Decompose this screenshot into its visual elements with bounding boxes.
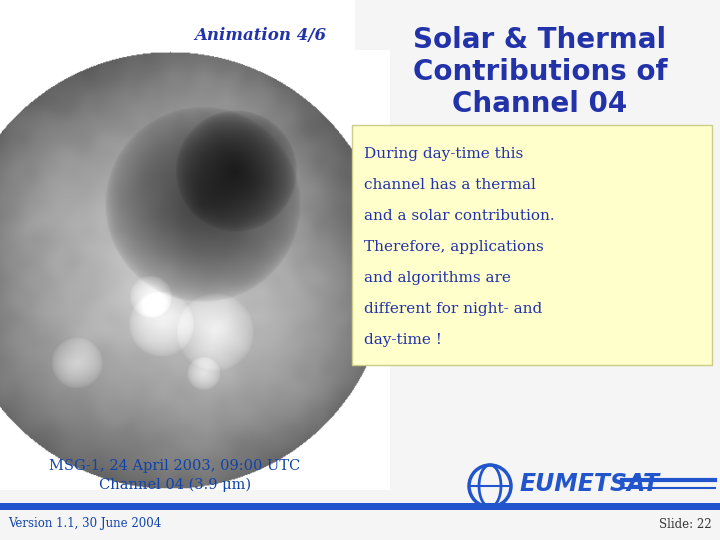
Text: channel has a thermal: channel has a thermal	[364, 178, 536, 192]
Bar	[0, 503, 720, 510]
Text: Version 1.1, 30 June 2004: Version 1.1, 30 June 2004	[8, 517, 161, 530]
Text: Solar & Thermal: Solar & Thermal	[413, 26, 667, 54]
Text: Slide: 22: Slide: 22	[660, 517, 712, 530]
Text: and algorithms are: and algorithms are	[364, 271, 511, 285]
Text: day-time !: day-time !	[364, 333, 442, 347]
Text: MSG-1, 24 April 2003, 09:00 UTC: MSG-1, 24 April 2003, 09:00 UTC	[50, 459, 301, 473]
Text: Therefore, applications: Therefore, applications	[364, 240, 544, 254]
Bar	[0, 0, 355, 455]
Text: EUMETSAT: EUMETSAT	[520, 472, 660, 496]
FancyBboxPatch shape	[352, 125, 712, 365]
Text: Channel 04: Channel 04	[452, 90, 628, 118]
Text: During day-time this: During day-time this	[364, 147, 523, 161]
Text: Channel 04 (3.9 μm): Channel 04 (3.9 μm)	[99, 478, 251, 492]
Text: Animation 4/6: Animation 4/6	[194, 26, 326, 44]
Text: Contributions of: Contributions of	[413, 58, 667, 86]
Text: different for night- and: different for night- and	[364, 302, 542, 316]
Text: and a solar contribution.: and a solar contribution.	[364, 209, 554, 223]
